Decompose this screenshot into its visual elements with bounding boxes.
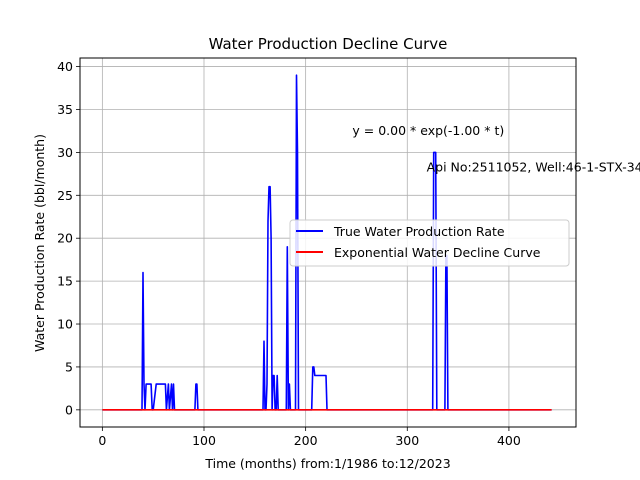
well-info-annotation: Api No:2511052, Well:46-1-STX-34 xyxy=(427,159,640,174)
legend-box xyxy=(289,219,570,267)
chart-title: Water Production Decline Curve xyxy=(209,35,448,53)
y-tick-label: 30 xyxy=(57,145,73,160)
y-tick-label: 10 xyxy=(57,317,73,332)
plot-area-frame xyxy=(79,57,577,428)
y-axis-label: Water Production Rate (bbl/month) xyxy=(32,134,47,352)
x-tick-label: 200 xyxy=(294,433,318,448)
x-tick-label: 300 xyxy=(395,433,419,448)
y-tick-label: 25 xyxy=(57,188,73,203)
legend-label-decline-curve: Exponential Water Decline Curve xyxy=(334,245,541,260)
fit-equation-annotation: y = 0.00 * exp(-1.00 * t) xyxy=(352,123,504,138)
y-tick-label: 5 xyxy=(65,359,73,374)
y-tick-label: 0 xyxy=(65,402,73,417)
y-tick-label: 35 xyxy=(57,102,73,117)
axis-ticks: 0 100 200 300 400 0 5 10 15 20 25 30 35 40 xyxy=(57,59,521,448)
y-tick-label: 20 xyxy=(57,231,73,246)
series-line-true-rate xyxy=(102,74,552,411)
y-tick-label: 15 xyxy=(57,274,73,289)
plot-series xyxy=(102,74,552,411)
x-tick-label: 0 xyxy=(98,433,106,448)
legend-label-true-rate: True Water Production Rate xyxy=(333,224,505,239)
x-tick-label: 100 xyxy=(192,433,216,448)
x-tick-label: 400 xyxy=(497,433,521,448)
x-axis-label: Time (months) from:1/1986 to:12/2023 xyxy=(204,456,450,471)
legend: True Water Production Rate Exponential W… xyxy=(289,219,570,267)
y-tick-label: 40 xyxy=(57,59,73,74)
